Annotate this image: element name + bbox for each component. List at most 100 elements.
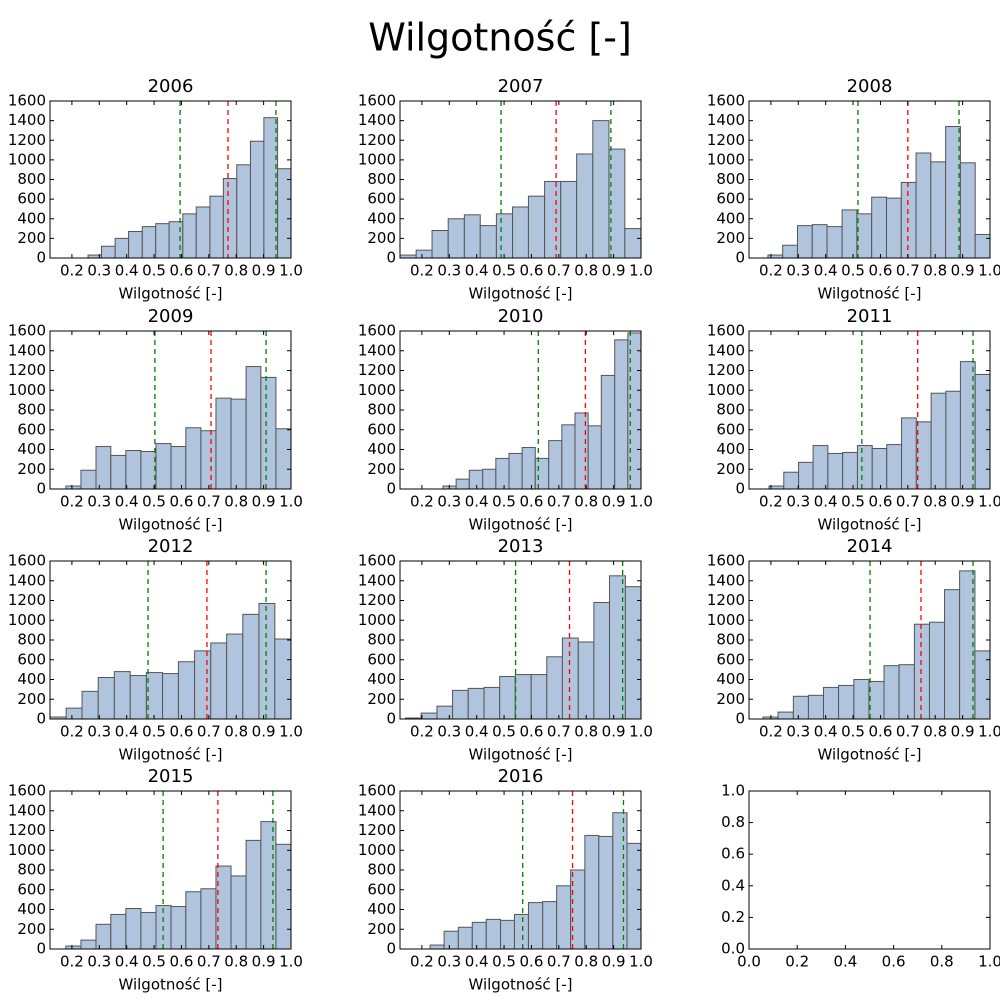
x-tick-label: 0.8 [923, 262, 947, 280]
bar [482, 468, 497, 490]
x-axis-label: Wilgotność [-] [468, 976, 572, 994]
y-tick-label: 800 [716, 170, 745, 188]
bar [260, 821, 277, 950]
bar [527, 902, 544, 950]
y-tick-label: 1200 [707, 591, 745, 609]
y-tick-label: 400 [367, 209, 396, 227]
bar [155, 223, 170, 259]
bar [182, 213, 197, 259]
x-tick-label: 0.5 [492, 262, 516, 280]
bar [544, 180, 562, 259]
y-tick-label: 1600 [358, 782, 396, 800]
bar [65, 707, 83, 720]
y-tick-label: 1600 [8, 552, 46, 570]
x-tick-label: 0.5 [492, 493, 516, 511]
y-tick-label: 1600 [707, 552, 745, 570]
x-tick-label: 0.7 [547, 723, 571, 741]
x-tick-label: 1.0 [279, 262, 303, 280]
bar [80, 469, 97, 490]
x-tick-label: 0.9 [602, 723, 626, 741]
x-tick-label: 0.8 [574, 493, 598, 511]
x-tick-label: 0.2 [759, 723, 783, 741]
y-tick-label: 400 [17, 900, 46, 918]
bar [100, 245, 116, 259]
bar [200, 888, 217, 950]
y-tick-label: 0 [36, 480, 46, 498]
y-tick-label: 800 [367, 631, 396, 649]
x-tick-label: 0.8 [574, 723, 598, 741]
x-axis-label: Wilgotność [-] [468, 516, 572, 534]
bar [125, 908, 142, 950]
bar [249, 140, 265, 259]
bar [614, 339, 629, 490]
x-tick-label: 0.4 [814, 262, 838, 280]
y-tick-label: 200 [367, 229, 396, 247]
bar [230, 398, 247, 490]
x-axis-label: Wilgotność [-] [817, 285, 921, 303]
y-tick-label: 1.0 [721, 782, 745, 800]
y-tick-label: 1000 [707, 381, 745, 399]
y-tick-label: 1600 [707, 322, 745, 340]
x-tick-label: 0.3 [87, 493, 111, 511]
bar [258, 602, 276, 720]
x-tick-label: 0.6 [520, 723, 544, 741]
x-tick-label: 0.6 [869, 723, 893, 741]
bar [871, 196, 887, 259]
bar [928, 621, 946, 720]
x-tick-label: 0.9 [602, 953, 626, 971]
x-tick-label: 0.3 [87, 262, 111, 280]
bar [452, 689, 469, 720]
y-tick-label: 0 [735, 480, 745, 498]
y-tick-label: 0 [36, 710, 46, 728]
bar [455, 478, 470, 490]
x-tick-label: 0.3 [786, 723, 810, 741]
x-tick-label: 0.2 [759, 493, 783, 511]
x-tick-label: 0.6 [869, 493, 893, 511]
x-tick-label: 0.9 [252, 723, 276, 741]
y-tick-label: 200 [17, 690, 46, 708]
y-tick-label: 400 [367, 670, 396, 688]
bar [624, 228, 642, 259]
y-tick-label: 1200 [8, 361, 46, 379]
axes-frame [748, 790, 991, 950]
y-tick-label: 400 [17, 440, 46, 458]
x-axis-label: Wilgotność [-] [118, 285, 222, 303]
x-tick-label: 0.7 [547, 493, 571, 511]
y-tick-label: 1000 [8, 611, 46, 629]
bar [527, 195, 546, 259]
x-tick-label: 1.0 [629, 953, 653, 971]
bar [80, 939, 97, 950]
y-tick-label: 0.0 [721, 940, 745, 958]
y-tick-label: 1400 [358, 571, 396, 589]
y-tick-label: 1000 [707, 150, 745, 168]
y-tick-label: 600 [716, 420, 745, 438]
bar [168, 221, 184, 259]
bar [95, 923, 112, 950]
x-tick-label: 0.4 [115, 493, 139, 511]
bar [236, 164, 251, 259]
y-tick-label: 200 [17, 460, 46, 478]
bar [561, 637, 579, 720]
bar [145, 672, 164, 720]
bar [868, 680, 885, 720]
bar [177, 661, 196, 720]
bar [500, 919, 515, 950]
x-axis-label: Wilgotność [-] [118, 516, 222, 534]
x-tick-label: 0.8 [923, 723, 947, 741]
x-tick-label: 0.5 [492, 723, 516, 741]
x-tick-label: 0.6 [520, 262, 544, 280]
x-tick-label: 0.9 [252, 262, 276, 280]
bar [242, 613, 260, 720]
subplot-title: 2009 [148, 306, 194, 327]
bar [443, 930, 459, 950]
bar [275, 428, 292, 490]
x-axis-label: Wilgotność [-] [468, 746, 572, 764]
x-tick-label: 0.8 [224, 262, 248, 280]
bar [170, 446, 187, 490]
bar [275, 843, 292, 950]
bar [856, 213, 873, 259]
y-tick-label: 200 [367, 460, 396, 478]
bar [798, 461, 814, 490]
x-tick-label: 0.3 [437, 723, 461, 741]
y-tick-label: 1200 [707, 131, 745, 149]
